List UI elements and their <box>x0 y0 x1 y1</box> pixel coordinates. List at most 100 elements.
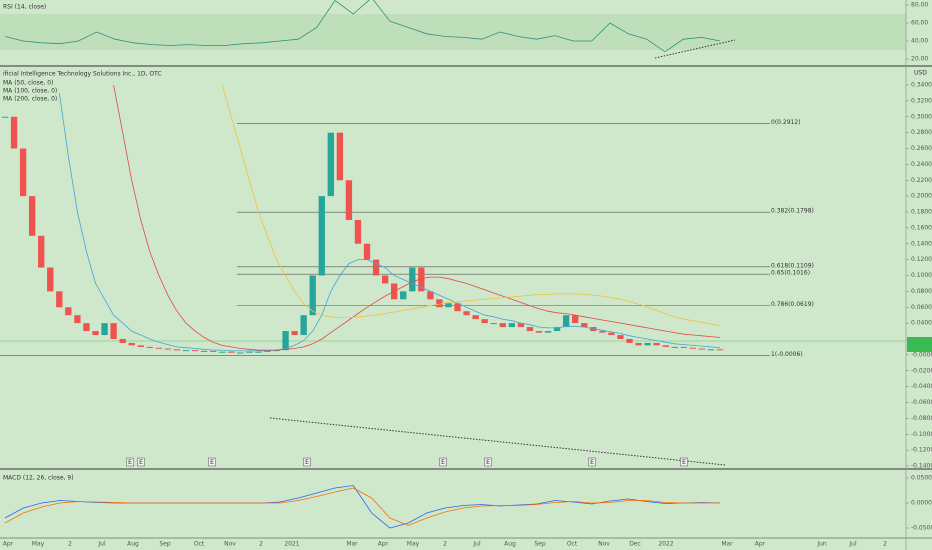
fib-label: 0.65(0.1016) <box>771 270 810 277</box>
candle <box>454 303 461 312</box>
y-tick-label: 0.1000 <box>911 272 932 279</box>
rsi-pane <box>4 0 721 53</box>
candle <box>327 132 334 197</box>
macd-line <box>4 487 720 526</box>
candle <box>381 275 389 284</box>
fib-label: 1(-0.0006) <box>771 351 803 358</box>
candle <box>635 342 642 346</box>
y-tick-label: -0.0200 <box>911 367 932 374</box>
y-tick-label: -0.0000 <box>911 351 932 358</box>
fib-label: 0.382(0.1798) <box>771 208 814 215</box>
y-tick-label: 0.0400 <box>911 320 932 327</box>
candle <box>463 311 470 316</box>
candle <box>363 243 371 260</box>
candle <box>182 350 190 352</box>
x-tick-label: Oct <box>194 541 205 548</box>
candle <box>28 196 36 236</box>
price-title: ificial Intelligence Technology Solution… <box>3 71 162 78</box>
y-tick-label: 0.2000 <box>911 193 932 200</box>
candle <box>354 219 362 244</box>
y-tick-label: 0.3200 <box>911 97 932 104</box>
rsi-title: RSI (14, close) <box>3 4 46 11</box>
candle <box>626 339 633 343</box>
candle <box>400 291 407 300</box>
x-tick-label: Jul <box>472 541 481 548</box>
candle <box>291 331 298 336</box>
y-tick-label: -0.1200 <box>911 447 932 454</box>
candle <box>173 349 181 351</box>
candle <box>246 351 253 353</box>
x-tick-label: Aug <box>504 541 516 548</box>
rsi-band <box>0 14 906 50</box>
currency: USD <box>914 70 927 77</box>
x-tick-label: 2022 <box>658 541 673 548</box>
y-tick-label: 0.1200 <box>911 256 932 263</box>
x-tick-label: 2 <box>883 541 887 548</box>
candle <box>698 348 706 350</box>
candle <box>300 315 307 336</box>
candle <box>19 148 27 197</box>
candle <box>228 351 235 353</box>
event-label: E <box>486 459 490 466</box>
candle <box>481 319 488 324</box>
y-tick-label: -0.0400 <box>911 383 932 390</box>
candle <box>309 275 316 316</box>
candle <box>336 132 344 181</box>
event-label: E <box>590 459 594 466</box>
candle <box>282 331 289 351</box>
candle <box>472 315 479 320</box>
candle <box>83 323 90 332</box>
candle <box>318 196 325 276</box>
candle <box>644 342 651 346</box>
legend-entry: MA (50, close, 0) <box>3 80 53 87</box>
y-tick-label: 0.1800 <box>911 209 932 216</box>
candle <box>689 347 697 349</box>
y-tick-label: 0.3400 <box>911 82 932 89</box>
candle <box>581 323 588 328</box>
fib-label: 0.618(0.1109) <box>771 262 814 269</box>
x-tick-label: Mar <box>346 541 358 548</box>
candle <box>445 303 452 308</box>
y-tick-label: 0.2400 <box>911 161 932 168</box>
event-marker <box>484 457 492 467</box>
y-tick-label: 0.0600 <box>911 304 932 311</box>
candle <box>572 315 579 324</box>
candle <box>128 342 135 346</box>
y-tick-label: -0.0500 <box>911 525 932 532</box>
event-marker <box>137 457 145 467</box>
event-label: E <box>210 459 214 466</box>
candle <box>155 347 163 349</box>
y-tick-label: 0.0500 <box>911 475 932 482</box>
event-label: E <box>128 459 132 466</box>
candle <box>671 346 678 348</box>
candle <box>526 327 534 332</box>
event-marker <box>588 457 596 467</box>
candle <box>110 323 117 339</box>
candle <box>264 350 271 352</box>
y-tick-label: 40.00 <box>911 38 928 45</box>
candle <box>653 342 660 346</box>
x-tick-label: May <box>32 541 45 548</box>
y-tick-label: 0.1600 <box>911 224 932 231</box>
candle <box>74 315 81 324</box>
x-tick-label: 2021 <box>284 541 299 548</box>
volume-trendline <box>269 417 726 466</box>
candle <box>436 299 443 308</box>
x-tick-label: 2 <box>68 541 72 548</box>
x-tick-label: 2 <box>259 541 263 548</box>
x-tick-label: Jun <box>816 541 827 548</box>
event-label: E <box>305 459 309 466</box>
x-tick-label: Sep <box>534 541 546 548</box>
candle <box>544 331 552 333</box>
x-tick-label: Jul <box>97 541 106 548</box>
candle <box>716 349 724 351</box>
x-tick-label: Nov <box>224 541 236 548</box>
x-tick-label: 2 <box>443 541 447 548</box>
x-tick-label: Mar <box>721 541 733 548</box>
candle <box>101 323 108 336</box>
candle <box>499 323 506 328</box>
x-tick-label: Nov <box>598 541 610 548</box>
candle <box>237 352 244 354</box>
